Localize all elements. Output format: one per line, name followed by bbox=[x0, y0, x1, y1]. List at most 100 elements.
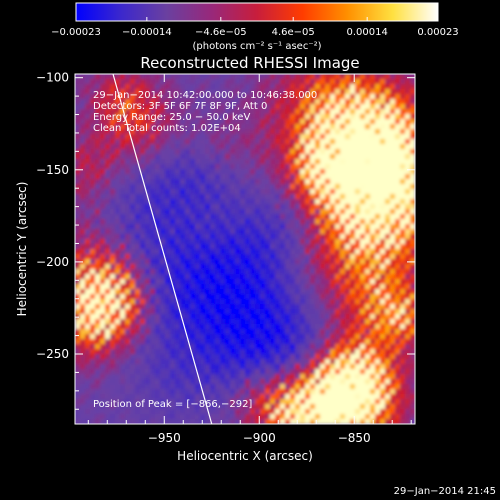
heatmap-cell bbox=[260, 304, 266, 310]
heatmap-cell bbox=[305, 144, 311, 150]
heatmap-cell bbox=[355, 354, 361, 360]
heatmap-cell bbox=[360, 194, 366, 200]
heatmap-cell bbox=[75, 349, 81, 355]
heatmap-cell bbox=[235, 144, 241, 150]
heatmap-cell bbox=[180, 294, 186, 300]
heatmap-cell bbox=[375, 199, 381, 205]
heatmap-cell bbox=[100, 229, 106, 235]
heatmap-cell bbox=[90, 274, 96, 280]
heatmap-cell bbox=[395, 204, 401, 210]
heatmap-cell bbox=[280, 219, 286, 225]
heatmap-cell bbox=[195, 304, 201, 310]
heatmap-cell bbox=[395, 159, 401, 165]
heatmap-cell bbox=[130, 279, 136, 285]
heatmap-cell bbox=[250, 399, 256, 405]
heatmap-cell bbox=[210, 349, 216, 355]
heatmap-cell bbox=[200, 124, 206, 130]
heatmap-cell bbox=[260, 164, 266, 170]
heatmap-cell bbox=[85, 244, 91, 250]
heatmap-cell bbox=[360, 274, 366, 280]
heatmap-cell bbox=[405, 104, 411, 110]
heatmap-cell bbox=[100, 149, 106, 155]
heatmap-cell bbox=[275, 274, 281, 280]
heatmap-cell bbox=[215, 414, 221, 420]
heatmap-cell bbox=[110, 374, 116, 380]
heatmap-cell bbox=[405, 164, 411, 170]
heatmap-cell bbox=[150, 374, 156, 380]
heatmap-cell bbox=[170, 149, 176, 155]
heatmap-cell bbox=[345, 299, 351, 305]
heatmap-cell bbox=[170, 254, 176, 260]
heatmap-cell bbox=[210, 124, 216, 130]
heatmap-cell bbox=[125, 214, 131, 220]
heatmap-cell bbox=[180, 259, 186, 265]
heatmap-cell bbox=[355, 309, 361, 315]
heatmap-cell bbox=[395, 134, 401, 140]
heatmap-cell bbox=[295, 154, 301, 160]
heatmap-cell bbox=[315, 319, 321, 325]
heatmap-cell bbox=[405, 374, 411, 380]
heatmap-cell bbox=[160, 129, 166, 135]
heatmap-cell bbox=[275, 139, 281, 145]
heatmap-cell bbox=[280, 134, 286, 140]
heatmap-cell bbox=[130, 284, 136, 290]
heatmap-cell bbox=[300, 249, 306, 255]
heatmap-cell bbox=[100, 349, 106, 355]
heatmap-cell bbox=[120, 394, 126, 400]
heatmap-cell bbox=[120, 199, 126, 205]
heatmap-cell bbox=[185, 414, 191, 420]
heatmap-cell bbox=[205, 259, 211, 265]
heatmap-cell bbox=[315, 189, 321, 195]
heatmap-cell bbox=[225, 419, 231, 424]
heatmap-cell bbox=[335, 299, 341, 305]
heatmap-cell bbox=[145, 284, 151, 290]
heatmap-cell bbox=[215, 129, 221, 135]
heatmap-cell bbox=[115, 99, 121, 105]
heatmap-cell bbox=[260, 209, 266, 215]
heatmap-cell bbox=[120, 274, 126, 280]
heatmap-cell bbox=[220, 394, 226, 400]
heatmap-cell bbox=[195, 349, 201, 355]
heatmap-cell bbox=[150, 274, 156, 280]
heatmap-cell bbox=[255, 174, 261, 180]
heatmap-cell bbox=[190, 144, 196, 150]
heatmap-cell bbox=[250, 284, 256, 290]
heatmap-cell bbox=[360, 289, 366, 295]
heatmap-cell bbox=[180, 339, 186, 345]
heatmap-cell bbox=[370, 139, 376, 145]
heatmap-cell bbox=[190, 234, 196, 240]
heatmap-cell bbox=[355, 104, 361, 110]
heatmap-cell bbox=[120, 374, 126, 380]
heatmap-cell bbox=[75, 194, 81, 200]
heatmap-cell bbox=[155, 194, 161, 200]
heatmap-cell bbox=[95, 114, 101, 120]
heatmap-cell bbox=[200, 184, 206, 190]
heatmap-cell bbox=[260, 174, 266, 180]
heatmap-cell bbox=[350, 319, 356, 325]
heatmap-cell bbox=[370, 129, 376, 135]
heatmap-cell bbox=[155, 389, 161, 395]
heatmap-cell bbox=[390, 359, 396, 365]
heatmap-cell bbox=[330, 344, 336, 350]
heatmap-cell bbox=[310, 144, 316, 150]
heatmap-cell bbox=[305, 244, 311, 250]
heatmap-cell bbox=[85, 254, 91, 260]
y-axis-label: Heliocentric Y (arcsec) bbox=[15, 182, 29, 317]
heatmap-cell bbox=[310, 239, 316, 245]
heatmap-cell bbox=[240, 84, 246, 90]
heatmap-cell bbox=[205, 249, 211, 255]
heatmap-cell bbox=[100, 394, 106, 400]
heatmap-cell bbox=[325, 379, 331, 385]
heatmap-cell bbox=[265, 209, 271, 215]
heatmap-cell bbox=[185, 224, 191, 230]
heatmap-cell bbox=[115, 299, 121, 305]
heatmap-cell bbox=[165, 384, 171, 390]
heatmap-cell bbox=[230, 379, 236, 385]
heatmap-cell bbox=[240, 134, 246, 140]
heatmap-cell bbox=[155, 204, 161, 210]
heatmap-cell bbox=[175, 219, 181, 225]
heatmap-cell bbox=[225, 299, 231, 305]
heatmap-cell bbox=[125, 104, 131, 110]
heatmap-cell bbox=[265, 99, 271, 105]
heatmap-cell bbox=[180, 169, 186, 175]
